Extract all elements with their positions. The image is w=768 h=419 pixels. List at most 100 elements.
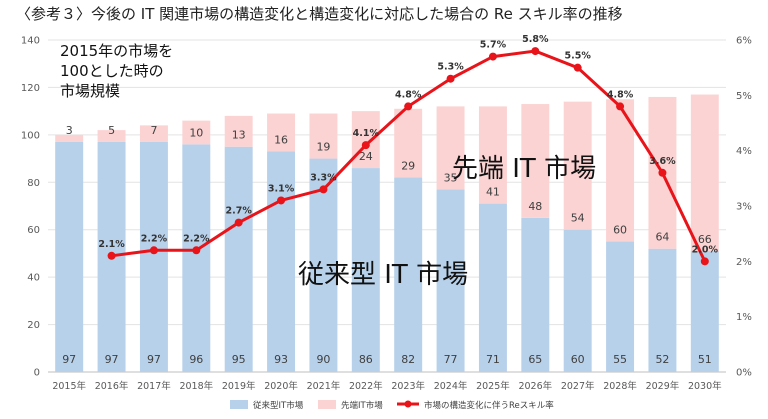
bar-legacy xyxy=(224,146,253,372)
y2-tick-label: 3% xyxy=(736,202,752,213)
bar-legacy xyxy=(521,217,550,372)
bar-advanced xyxy=(267,113,296,152)
y-tick-label: 80 xyxy=(27,178,40,189)
x-tick-label: 2028年 xyxy=(603,380,637,392)
data-label-legacy: 60 xyxy=(571,353,585,366)
y2-tick-label: 6% xyxy=(736,36,752,47)
reskill-point xyxy=(658,168,667,177)
bar-advanced xyxy=(224,115,253,147)
y-tick-label: 140 xyxy=(21,36,40,47)
y2-tick-label: 2% xyxy=(736,257,752,268)
data-label-legacy: 71 xyxy=(486,353,500,366)
data-label-reskill: 3.1% xyxy=(268,183,295,194)
data-label-reskill: 4.1% xyxy=(353,128,380,139)
x-tick-label: 2027年 xyxy=(561,380,595,392)
x-tick-label: 2029年 xyxy=(646,380,680,392)
data-label-advanced: 41 xyxy=(486,186,500,199)
y-tick-label: 120 xyxy=(21,83,40,94)
data-label-advanced: 48 xyxy=(528,200,542,213)
data-label-legacy: 86 xyxy=(359,353,373,366)
data-label-reskill: 5.5% xyxy=(565,51,592,62)
x-tick-label: 2023年 xyxy=(391,380,425,392)
axes: 0 20 40 60 80 100 120 140 0% 1% 2% 3% 4% 5% 6% 2015年 201… xyxy=(21,36,752,393)
bar-advanced xyxy=(563,101,592,230)
data-label-reskill: 2.2% xyxy=(183,233,210,244)
data-label-reskill: 5.8% xyxy=(522,34,549,45)
data-label-legacy: 77 xyxy=(444,353,458,366)
y2-tick-label: 1% xyxy=(736,312,752,323)
data-label-reskill: 2.0% xyxy=(692,244,719,255)
data-label-advanced: 24 xyxy=(359,150,373,163)
region-label-legacy: 従来型 IT 市場 xyxy=(298,260,468,290)
bar-legacy xyxy=(55,141,84,372)
legend-marker-reskill xyxy=(404,400,412,408)
data-label-reskill: 2.1% xyxy=(98,239,125,250)
bar-labels: 97 3 97 5 97 7 96 10 95 13 93 16 90 19 86 24 82 29 77 35 71 4… xyxy=(62,124,712,366)
data-label-legacy: 97 xyxy=(62,353,76,366)
y-tick-label: 60 xyxy=(27,225,40,236)
legend-label-legacy: 従来型IT市場 xyxy=(253,400,304,411)
legend-swatch-advanced xyxy=(318,400,336,409)
bar-advanced xyxy=(97,130,126,142)
bars xyxy=(55,94,719,372)
reskill-point xyxy=(446,74,455,83)
data-label-legacy: 93 xyxy=(274,353,288,366)
data-label-legacy: 90 xyxy=(316,353,330,366)
reskill-point xyxy=(107,251,116,260)
bar-advanced xyxy=(139,125,168,142)
note-line: 100とした時の xyxy=(60,62,164,80)
data-label-legacy: 51 xyxy=(698,353,712,366)
legend-swatch-legacy xyxy=(230,400,248,409)
note-line: 2015年の市場を xyxy=(60,42,173,60)
legend-label-advanced: 先端IT市場 xyxy=(341,400,383,411)
bar-legacy xyxy=(394,177,423,372)
data-label-legacy: 97 xyxy=(147,353,161,366)
bar-legacy xyxy=(606,241,635,372)
reskill-point xyxy=(319,185,328,194)
reskill-point xyxy=(531,47,540,56)
x-tick-label: 2015年 xyxy=(52,380,86,392)
reskill-line: 2.1% 2.2% 2.2% 2.7% 3.1% 3.3% 4.1% 4.8% 5.3% 5.7%… xyxy=(98,34,719,266)
data-label-advanced: 29 xyxy=(401,160,415,173)
data-label-advanced: 54 xyxy=(571,212,585,225)
bar-legacy xyxy=(351,168,380,372)
data-label-advanced: 13 xyxy=(232,129,246,142)
data-label-advanced: 60 xyxy=(613,224,627,237)
bar-legacy xyxy=(648,248,677,372)
reskill-point xyxy=(573,63,582,72)
bar-advanced xyxy=(182,120,211,145)
data-label-legacy: 96 xyxy=(189,353,203,366)
x-tick-label: 2022年 xyxy=(349,380,383,392)
data-label-reskill: 3.6% xyxy=(649,156,676,167)
data-label-reskill: 3.3% xyxy=(310,172,337,183)
y-tick-label: 40 xyxy=(27,273,40,284)
data-label-reskill: 5.7% xyxy=(480,40,507,51)
reskill-point xyxy=(361,141,370,150)
data-label-reskill: 2.7% xyxy=(226,206,253,217)
chart-title: 〈参考３〉今後の IT 関連市場の構造変化と構造変化に対応した場合の Re スキ… xyxy=(16,5,623,23)
reskill-point xyxy=(277,196,286,205)
bar-advanced xyxy=(55,134,84,142)
y-tick-label: 0 xyxy=(34,368,40,379)
data-label-legacy: 95 xyxy=(232,353,246,366)
data-label-legacy: 97 xyxy=(105,353,119,366)
legend-label-reskill: 市場の構造変化に伴うReスキル率 xyxy=(424,400,554,411)
x-tick-label: 2026年 xyxy=(518,380,552,392)
bar-advanced xyxy=(309,113,338,159)
note-line: 市場規模 xyxy=(60,82,120,100)
region-label-advanced: 先端 IT 市場 xyxy=(452,154,596,184)
data-label-legacy: 52 xyxy=(655,353,669,366)
bar-legacy xyxy=(139,141,168,372)
reskill-point xyxy=(488,52,497,61)
y2-tick-label: 4% xyxy=(736,146,752,157)
reskill-point xyxy=(404,102,413,111)
legend: 従来型IT市場 先端IT市場 市場の構造変化に伴うReスキル率 xyxy=(230,400,554,411)
data-label-reskill: 5.3% xyxy=(437,62,464,73)
x-tick-label: 2017年 xyxy=(137,380,171,392)
data-label-advanced: 16 xyxy=(274,133,288,146)
data-label-advanced: 7 xyxy=(150,124,157,137)
x-tick-label: 2019年 xyxy=(222,380,256,392)
